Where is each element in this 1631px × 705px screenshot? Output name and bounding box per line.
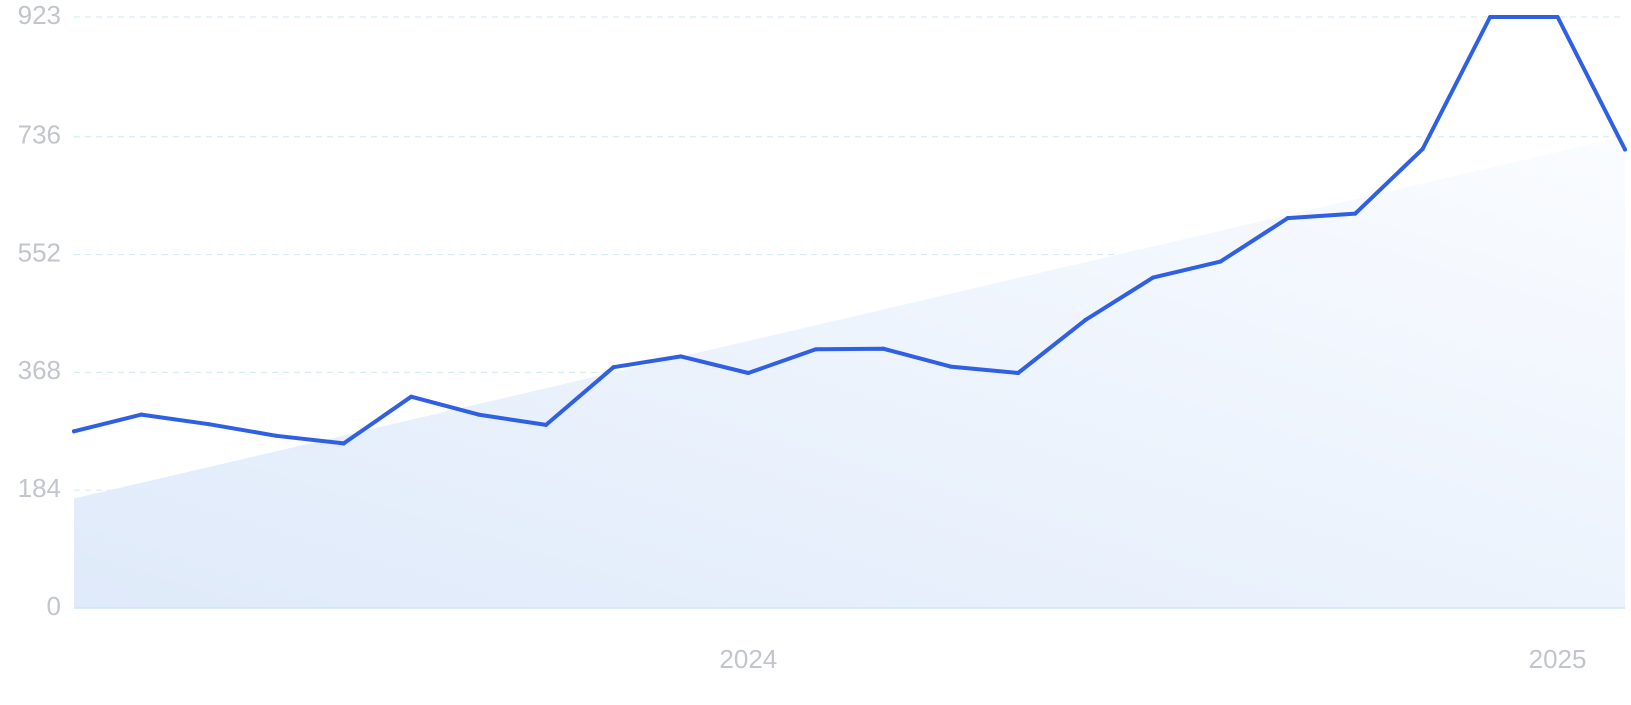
y-tick-label: 552 [18,237,61,267]
data-point [1285,216,1290,221]
x-tick-label: 2024 [719,644,777,674]
trend-area-layer [74,136,1625,608]
data-point [409,394,414,399]
data-point [1016,371,1021,376]
y-tick-label: 368 [18,355,61,385]
data-point [1083,317,1088,322]
data-point [1488,15,1493,19]
y-tick-label: 923 [18,0,61,30]
y-tick-label: 0 [47,591,61,621]
data-point [341,441,346,446]
y-tick-label: 736 [18,120,61,150]
data-point [881,346,886,351]
series-line-layer [72,15,1627,446]
axis-layer: 0 184 368 552 736 923 2024 2025 [18,0,1625,674]
data-point [72,429,76,434]
x-tick-label: 2025 [1529,644,1587,674]
data-point [746,371,751,376]
data-point [1555,15,1560,19]
data-point [274,433,279,438]
data-point [544,422,549,427]
data-point [1420,146,1425,151]
data-point [1353,211,1358,216]
y-tick-label: 184 [18,473,61,503]
data-point [206,422,211,427]
data-point [948,364,953,369]
data-point [1150,275,1155,280]
data-point [1218,259,1223,264]
data-point [813,347,818,352]
data-point [611,365,616,370]
data-point [1623,147,1627,152]
data-point [678,354,683,359]
series-line [72,15,1627,446]
trend-area [74,136,1625,608]
data-point [139,412,144,417]
data-point [476,412,481,417]
